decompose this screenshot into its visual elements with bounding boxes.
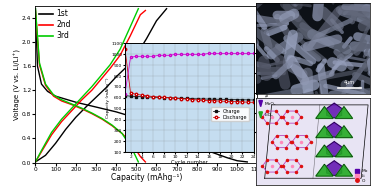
Polygon shape (316, 164, 333, 176)
Charge (123, 94, 127, 97)
Charge (207, 98, 211, 100)
Charge (128, 95, 133, 97)
Charge (246, 99, 250, 101)
Discharge (156, 96, 161, 98)
Discharge (167, 97, 172, 99)
Discharge (145, 95, 150, 97)
Line: Charge: Charge (124, 94, 255, 101)
Discharge (128, 92, 133, 94)
Charge (195, 98, 200, 100)
Discharge (195, 99, 200, 101)
Polygon shape (259, 112, 262, 118)
Charge (235, 98, 239, 101)
Charge (151, 96, 155, 98)
Discharge (151, 95, 155, 98)
Discharge (218, 100, 222, 102)
Polygon shape (316, 145, 333, 157)
Polygon shape (335, 164, 352, 176)
Discharge (246, 101, 250, 103)
Polygon shape (327, 142, 342, 156)
Discharge (229, 100, 233, 103)
X-axis label: Capacity (mAhg⁻¹): Capacity (mAhg⁻¹) (111, 173, 182, 182)
Discharge (184, 98, 189, 100)
Discharge (123, 48, 127, 50)
Charge (184, 97, 189, 100)
Charge (190, 98, 194, 100)
Discharge (140, 94, 144, 96)
Discharge (251, 101, 256, 104)
Line: Discharge: Discharge (124, 48, 255, 104)
Y-axis label: Coulombic efficiency (%): Coulombic efficiency (%) (266, 71, 270, 125)
Charge (212, 98, 217, 100)
Charge (223, 98, 228, 101)
Charge (140, 96, 144, 98)
X-axis label: Cycle number: Cycle number (171, 160, 208, 165)
Charge (251, 99, 256, 101)
Charge (167, 97, 172, 99)
Discharge (173, 97, 178, 99)
Text: LiO₆: LiO₆ (265, 113, 273, 117)
Polygon shape (316, 107, 333, 119)
Discharge (235, 101, 239, 103)
Polygon shape (327, 122, 342, 137)
Charge (145, 96, 150, 98)
Discharge (162, 96, 166, 98)
Discharge (179, 98, 183, 100)
Charge (201, 98, 206, 100)
Charge (134, 95, 138, 98)
Legend: Charge, Discharge: Charge, Discharge (211, 107, 249, 121)
Text: 4μm: 4μm (344, 80, 355, 84)
Y-axis label: Voltage (V vs. Li/Li⁺): Voltage (V vs. Li/Li⁺) (13, 49, 21, 120)
Discharge (212, 100, 217, 102)
Charge (229, 98, 233, 101)
Polygon shape (316, 126, 333, 138)
Y-axis label: Capacity (mAhg⁻¹): Capacity (mAhg⁻¹) (106, 77, 110, 118)
Charge (173, 97, 178, 99)
Discharge (190, 98, 194, 101)
Polygon shape (335, 126, 352, 138)
Charge (240, 99, 245, 101)
Discharge (201, 99, 206, 101)
Discharge (223, 100, 228, 102)
Polygon shape (327, 103, 342, 118)
Charge (162, 96, 166, 99)
Legend: 1st, 2nd, 3rd: 1st, 2nd, 3rd (39, 9, 70, 40)
Legend: Mo, Li, O: Mo, Li, O (355, 169, 368, 183)
Discharge (207, 99, 211, 102)
Polygon shape (327, 161, 342, 176)
Discharge (134, 93, 138, 95)
Polygon shape (335, 145, 352, 157)
Charge (218, 98, 222, 101)
Discharge (240, 101, 245, 103)
Charge (179, 97, 183, 99)
Polygon shape (335, 107, 352, 119)
Charge (156, 96, 161, 98)
Polygon shape (259, 101, 262, 107)
Text: MoO₄: MoO₄ (265, 102, 276, 106)
